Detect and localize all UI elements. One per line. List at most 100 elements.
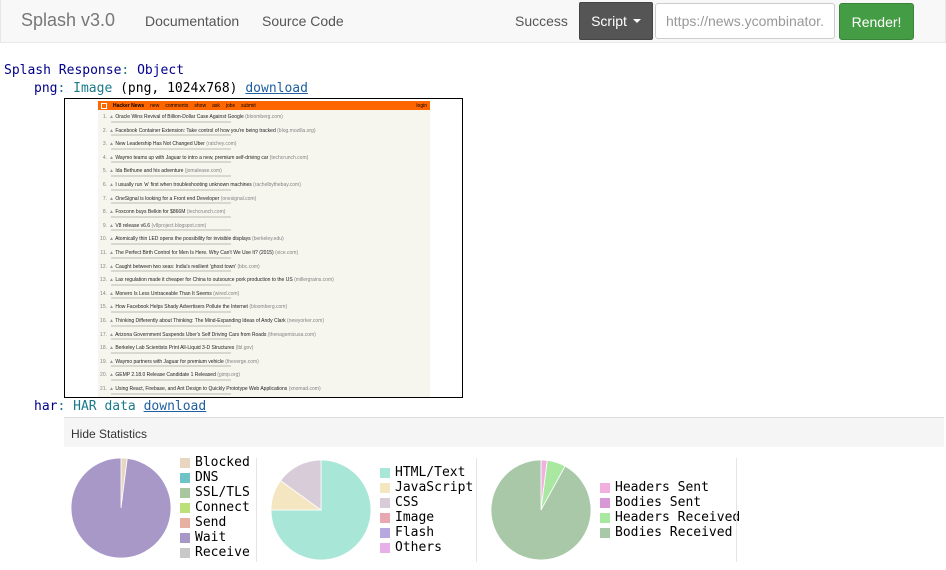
hn-vote-icon: ▲ (109, 386, 116, 392)
legend-item: DNS (180, 470, 218, 485)
hn-item-title: How Facebook Helps Shady Advertisers Pol… (115, 304, 248, 311)
hn-item-title: V8 release v6.6 (115, 222, 151, 229)
hn-rank: 2. (102, 127, 107, 134)
hn-list-item: 14. ▲ Monero Is Less Untraceable Than It … (98, 291, 428, 297)
hn-subtext (111, 351, 231, 354)
hn-vote-icon: ▲ (109, 114, 116, 120)
legend-swatch (600, 497, 610, 508)
hn-list-item: 7. ▲ OneSignal is looking for a Front end… (98, 196, 428, 202)
legend-item: Receive (180, 545, 250, 560)
legend-item: Bodies Received (600, 525, 732, 540)
legend-item: Blocked (180, 455, 250, 470)
legend-swatch (600, 482, 610, 493)
legend-swatch (180, 547, 190, 558)
navbar: Splash v3.0 Documentation Source Code Su… (0, 0, 946, 43)
hn-item-site: (ratchey.com) (206, 141, 237, 148)
legend-label: Wait (195, 530, 227, 545)
hn-rank: 6. (102, 182, 107, 188)
legend-swatch (180, 517, 190, 528)
legend-swatch (380, 482, 390, 493)
legend-item: JavaScript (380, 480, 473, 495)
hn-item-site: (berkeley.edu) (252, 236, 284, 243)
hn-title: Hacker News (113, 102, 145, 109)
legend-label: DNS (195, 470, 219, 485)
hn-item-title: I usually run 'w' first when troubleshoo… (115, 182, 252, 188)
legend-item: Flash (380, 525, 434, 540)
legend-label: Receive (195, 545, 250, 560)
hn-list-item: 1. ▲ Oracle Wins Revival of Billion-Dolla… (98, 114, 428, 120)
hn-header: Hacker News new comments show ask jobs s… (98, 101, 430, 110)
nav-documentation[interactable]: Documentation (145, 13, 240, 29)
legend-label: Flash (395, 525, 435, 540)
hn-list-item: 3. ▲ New Leadership Has Not Changed Uber … (98, 141, 428, 147)
hn-vote-icon: ▲ (109, 290, 116, 297)
hn-item-site: (techcrunch.com) (269, 154, 309, 161)
hn-rank: 10. (100, 236, 107, 243)
legend-label: Bodies Sent (615, 495, 702, 510)
hn-rank: 16. (100, 318, 107, 324)
png-download-link[interactable]: download (245, 81, 308, 96)
hn-rank: 7. (102, 195, 107, 202)
hn-nav-comments: comments (165, 102, 189, 109)
legend-label: Send (195, 515, 227, 530)
hn-subtext (111, 120, 231, 123)
hn-subtext (111, 270, 231, 273)
hn-list-item: 19. ▲ Waymo partners with Jaguar for prem… (98, 359, 428, 365)
legend-label: Image (395, 510, 435, 525)
script-button[interactable]: Script (579, 2, 653, 40)
hn-rank: 5. (102, 168, 107, 175)
legend-swatch (180, 532, 190, 543)
hn-list-item: 5. ▲ Ida Bethune and his adventure (jomal… (98, 168, 428, 174)
hn-item-title: OneSignal is looking for a Front end Dev… (115, 195, 220, 202)
hn-rank: 18. (100, 345, 107, 352)
hn-vote-icon: ▲ (109, 141, 116, 148)
nav-source-code[interactable]: Source Code (262, 13, 344, 29)
hn-rank: 11. (100, 250, 107, 256)
hn-item-site: (blog.mozilla.org) (277, 127, 316, 134)
hn-subtext (111, 324, 231, 327)
hn-vote-icon: ▲ (109, 168, 116, 175)
hn-vote-icon: ▲ (109, 277, 116, 284)
hn-list-item: 17. ▲ Arizona Government Suspends Uber's … (98, 332, 428, 338)
hn-item-title: Caught between two seas: India's resilie… (115, 263, 237, 270)
stats-toggle-bar[interactable]: Hide Statistics (64, 417, 944, 447)
hn-vote-icon: ▲ (109, 263, 116, 270)
hn-item-title: Monero Is Less Untraceable Than It Seems (115, 290, 212, 297)
hn-subtext (111, 161, 231, 164)
hn-item-site: (bloomberg.com) (245, 114, 283, 120)
hn-item-site: (rachelbythebay.com) (253, 182, 301, 188)
hn-rank: 3. (102, 141, 107, 148)
legend-item: Headers Received (600, 510, 740, 525)
legend-swatch (380, 497, 390, 508)
hn-list-item: 15. ▲ How Facebook Helps Shady Advertiser… (98, 304, 428, 310)
hn-item-title: Facebook Container Extension: Take contr… (115, 127, 276, 134)
hn-vote-icon: ▲ (109, 331, 116, 338)
hn-list-item: 21. ▲ Using React, Firebase, and Ant Desi… (98, 386, 428, 392)
hn-subtext (111, 310, 231, 313)
png-meta: (png, 1024x768) (120, 81, 238, 96)
hn-nav-ask: ask (212, 102, 220, 109)
hn-rank: 12. (100, 263, 107, 270)
content-type-pie (270, 459, 372, 561)
pie-slice-wait (70, 457, 172, 559)
png-key: png (34, 81, 58, 96)
hn-item-title: Using React, Firebase, and Ant Design to… (115, 386, 288, 392)
hn-item-site: (bloomberg.com) (249, 304, 288, 311)
legend-item: Wait (180, 530, 226, 545)
har-download-link[interactable]: download (143, 399, 207, 414)
render-button[interactable]: Render! (839, 3, 914, 40)
hn-list-item: 4. ▲ Waymo teams up with Jaguar to intro … (98, 155, 428, 161)
legend-item: Connect (180, 500, 250, 515)
legend-label: Bodies Received (615, 525, 733, 540)
legend-swatch (180, 457, 190, 468)
hn-item-site: (gimp.org) (217, 372, 241, 379)
hn-rank: 9. (102, 222, 107, 229)
hn-nav-new: new (150, 102, 160, 109)
hide-statistics-link[interactable]: Hide Statistics (71, 427, 148, 441)
url-input[interactable] (655, 3, 835, 39)
hn-item-title: Thinking Differently about Thinking: The… (115, 318, 286, 324)
brand[interactable]: Splash v3.0 (21, 10, 116, 30)
legend-item: Bodies Sent (600, 495, 701, 510)
caret-down-icon (632, 19, 641, 23)
hn-item-title: Berkeley Lab Scientists Print All-Liquid… (115, 345, 235, 352)
